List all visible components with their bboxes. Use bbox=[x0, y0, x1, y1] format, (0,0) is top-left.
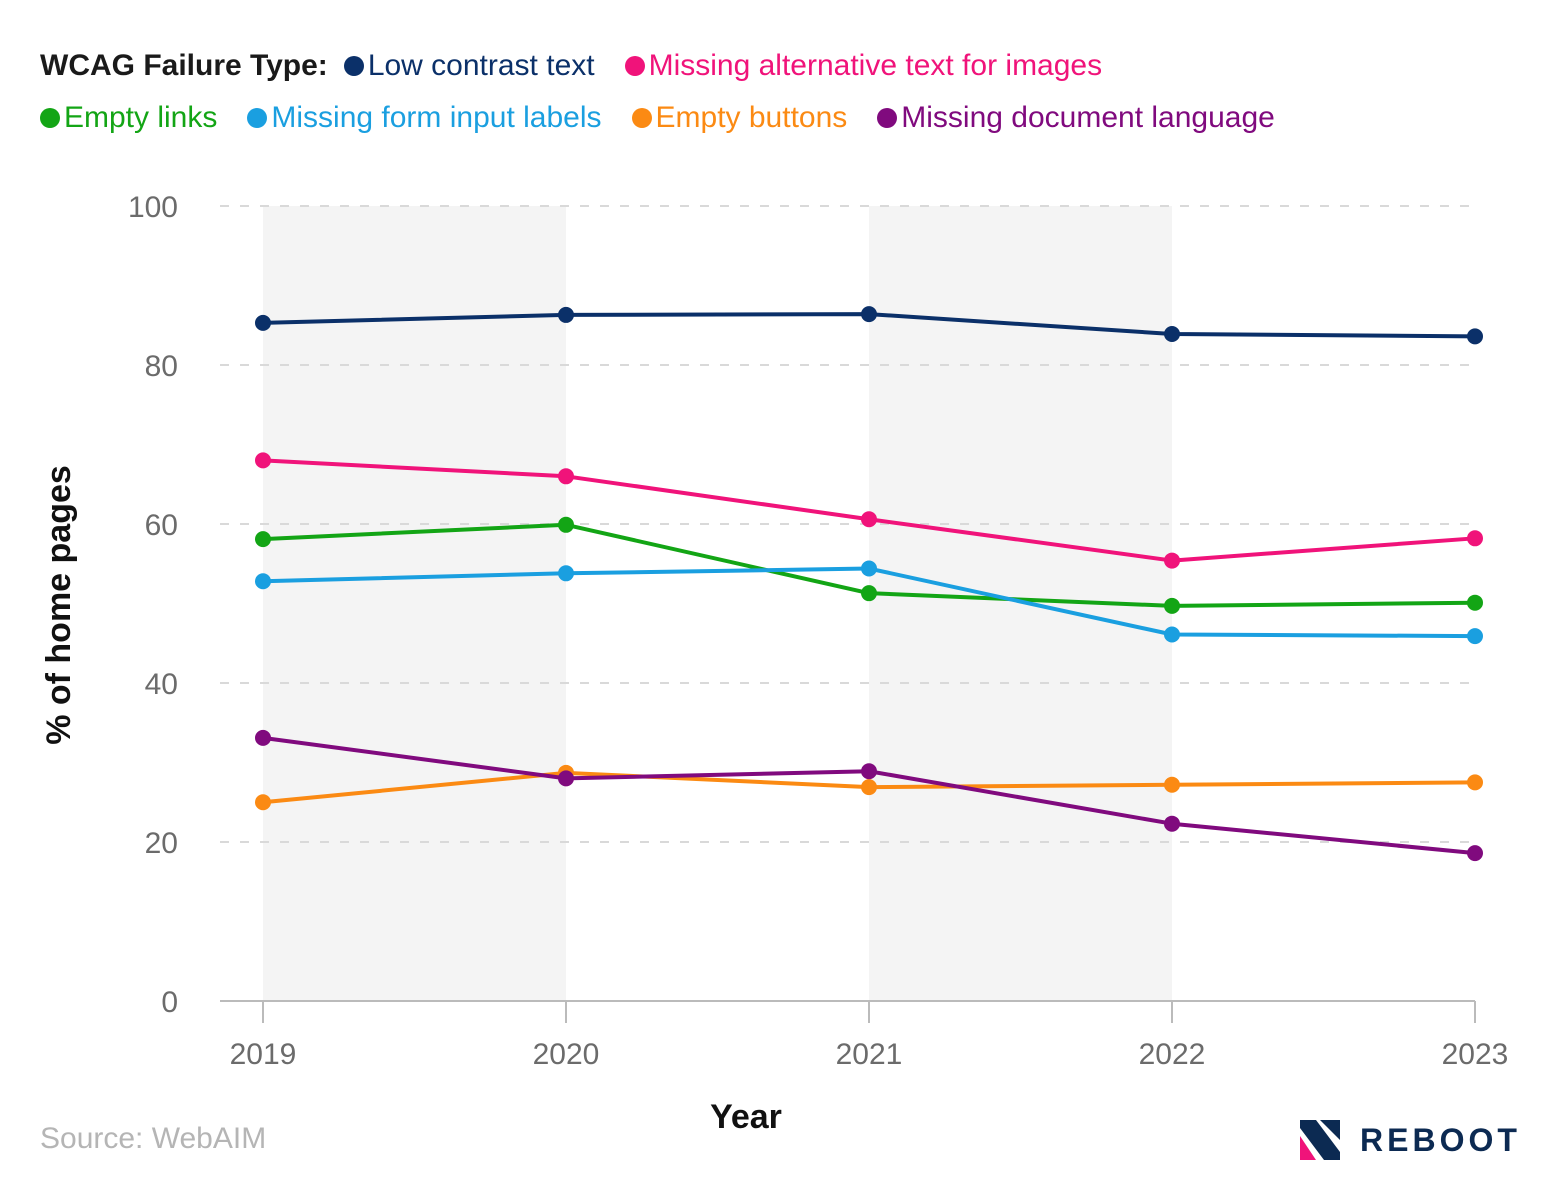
data-point bbox=[861, 511, 877, 528]
series bbox=[255, 306, 1483, 345]
data-point bbox=[1467, 530, 1483, 547]
legend-dot-icon bbox=[343, 56, 364, 76]
legend-dot-icon bbox=[877, 108, 898, 128]
data-point bbox=[1164, 626, 1180, 643]
data-point bbox=[558, 516, 574, 533]
legend-item: Empty links bbox=[40, 101, 217, 135]
data-point bbox=[255, 531, 271, 548]
data-point bbox=[255, 794, 271, 811]
legend-dot-icon bbox=[631, 108, 652, 128]
y-tick-label: 80 bbox=[145, 350, 178, 383]
series bbox=[255, 729, 1483, 862]
x-axis: 2019 2020 2021 2022 2023 bbox=[220, 1000, 1509, 1071]
legend-item: Missing alternative text for images bbox=[624, 49, 1103, 83]
legend-label: Low contrast text bbox=[367, 49, 595, 82]
data-point bbox=[1164, 815, 1180, 832]
data-point bbox=[255, 573, 271, 590]
data-point bbox=[861, 585, 877, 602]
series bbox=[255, 560, 1483, 645]
legend-item: Missing form input labels bbox=[247, 101, 602, 135]
x-tick-label: 2021 bbox=[836, 1038, 903, 1071]
data-point bbox=[255, 452, 271, 469]
legend-label: Missing alternative text for images bbox=[648, 49, 1103, 82]
data-point bbox=[1164, 552, 1180, 569]
brand-name: REBOOT bbox=[1360, 1121, 1521, 1158]
data-point bbox=[255, 729, 271, 746]
data-point bbox=[558, 770, 574, 787]
legend-dot-icon bbox=[624, 56, 645, 76]
y-tick-label: 60 bbox=[145, 509, 178, 542]
legend-title: WCAG Failure Type: bbox=[40, 49, 328, 82]
data-point bbox=[861, 763, 877, 780]
legend-item: Missing document language bbox=[877, 101, 1275, 135]
legend-label: Missing document language bbox=[901, 101, 1275, 134]
y-tick-label: 100 bbox=[128, 191, 178, 224]
y-tick-label: 0 bbox=[161, 986, 178, 1019]
data-point bbox=[558, 468, 574, 485]
legend-dot-icon bbox=[247, 108, 268, 128]
data-point bbox=[1164, 776, 1180, 793]
reboot-logo-icon bbox=[1300, 1120, 1340, 1160]
series bbox=[255, 452, 1483, 569]
data-point bbox=[1467, 845, 1483, 862]
data-point bbox=[861, 779, 877, 796]
legend-label: Empty links bbox=[64, 101, 218, 134]
brand-logo: REBOOT bbox=[1298, 1118, 1521, 1162]
legend-dot-icon bbox=[40, 108, 60, 128]
y-tick-label: 20 bbox=[145, 827, 178, 860]
legend-item: Low contrast text bbox=[343, 49, 595, 83]
data-point bbox=[861, 306, 877, 323]
x-axis-title: Year bbox=[710, 1098, 782, 1136]
data-point bbox=[1164, 597, 1180, 614]
legend-row: Empty links Missing form input labels Empt… bbox=[40, 92, 1540, 144]
data-point bbox=[1467, 594, 1483, 611]
data-point bbox=[558, 565, 574, 582]
legend-label: Empty buttons bbox=[655, 101, 848, 134]
grid-lines bbox=[220, 205, 1475, 843]
data-point bbox=[1467, 628, 1483, 645]
series-group bbox=[255, 306, 1483, 862]
shaded-band bbox=[263, 206, 566, 1001]
data-point bbox=[558, 306, 574, 323]
data-point bbox=[1164, 325, 1180, 342]
x-tick-label: 2022 bbox=[1139, 1038, 1206, 1071]
series bbox=[255, 516, 1483, 614]
data-point bbox=[861, 560, 877, 577]
x-tick-label: 2023 bbox=[1442, 1038, 1509, 1071]
y-axis-title: % of home pages bbox=[40, 465, 78, 745]
source-note: Source: WebAIM bbox=[40, 1122, 267, 1155]
legend-item: Empty buttons bbox=[631, 101, 848, 135]
y-tick-label: 40 bbox=[145, 668, 178, 701]
data-point bbox=[255, 314, 271, 331]
x-tick-label: 2020 bbox=[533, 1038, 600, 1071]
legend-label: Missing form input labels bbox=[271, 101, 602, 134]
x-tick-label: 2019 bbox=[230, 1038, 297, 1071]
chart-legend: WCAG Failure Type: Low contrast text Miss… bbox=[40, 40, 1540, 144]
data-point bbox=[1467, 328, 1483, 345]
legend-row: WCAG Failure Type: Low contrast text Miss… bbox=[40, 40, 1540, 92]
data-point bbox=[1467, 774, 1483, 791]
y-axis: 0 20 40 60 80 100 bbox=[128, 191, 178, 1019]
